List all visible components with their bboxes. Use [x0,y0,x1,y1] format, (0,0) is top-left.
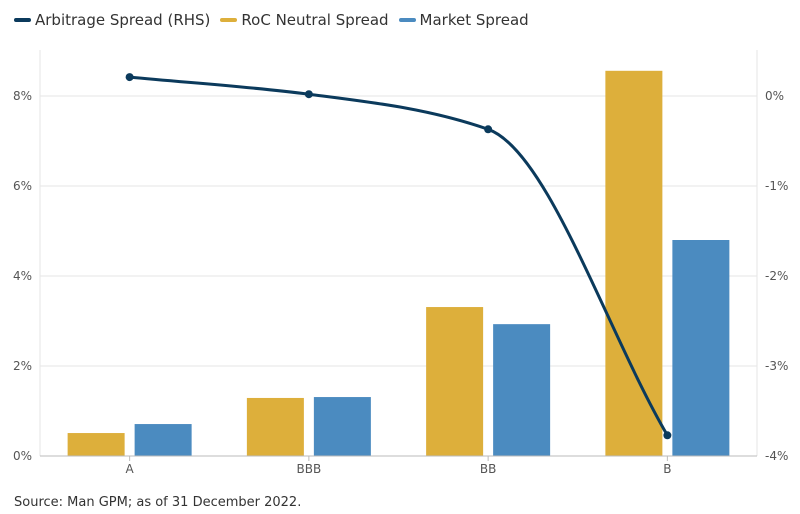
right-tick-label: -4% [765,449,788,463]
legend-swatch [398,18,416,22]
legend-swatch [14,18,31,22]
bar-market-spread [493,324,551,456]
right-tick-label: -3% [765,359,788,373]
legend-item[interactable]: RoC Neutral Spread [220,11,389,29]
bar-market-spread [134,424,192,456]
arbitrage-spread-point [663,431,672,440]
left-tick-label: 6% [13,179,32,193]
legend-label: Market Spread [419,11,529,29]
legend-swatch [220,18,238,22]
right-tick-label: 0% [765,89,784,103]
x-tick-label: BB [480,462,496,476]
bar-roc-neutral-spread [246,397,304,456]
legend-item[interactable]: Market Spread [398,11,529,29]
legend-label: RoC Neutral Spread [241,11,389,29]
legend-item[interactable]: Arbitrage Spread (RHS) [14,11,210,29]
bar-roc-neutral-spread [67,433,125,456]
left-tick-label: 4% [13,269,32,283]
legend-label: Arbitrage Spread (RHS) [35,11,211,29]
left-tick-label: 2% [13,359,32,373]
arbitrage-spread-line [129,75,669,437]
x-tick-label: A [126,462,135,476]
left-tick-label: 8% [13,89,32,103]
bar-market-spread [313,397,371,456]
bar-roc-neutral-spread [426,307,484,456]
bar-roc-neutral-spread [605,70,663,457]
x-tick-label: BBB [297,462,322,476]
arbitrage-spread-point [125,73,134,82]
left-tick-label: 0% [13,449,32,463]
right-tick-label: -1% [765,179,788,193]
right-tick-label: -2% [765,269,788,283]
arbitrage-spread-point [304,90,313,99]
arbitrage-spread-point [484,125,493,134]
source-note: Source: Man GPM; as of 31 December 2022. [14,495,302,510]
bar-market-spread [672,240,730,456]
legend: Arbitrage Spread (RHS) RoC Neutral Spread… [14,11,529,29]
x-tick-label: B [663,462,671,476]
